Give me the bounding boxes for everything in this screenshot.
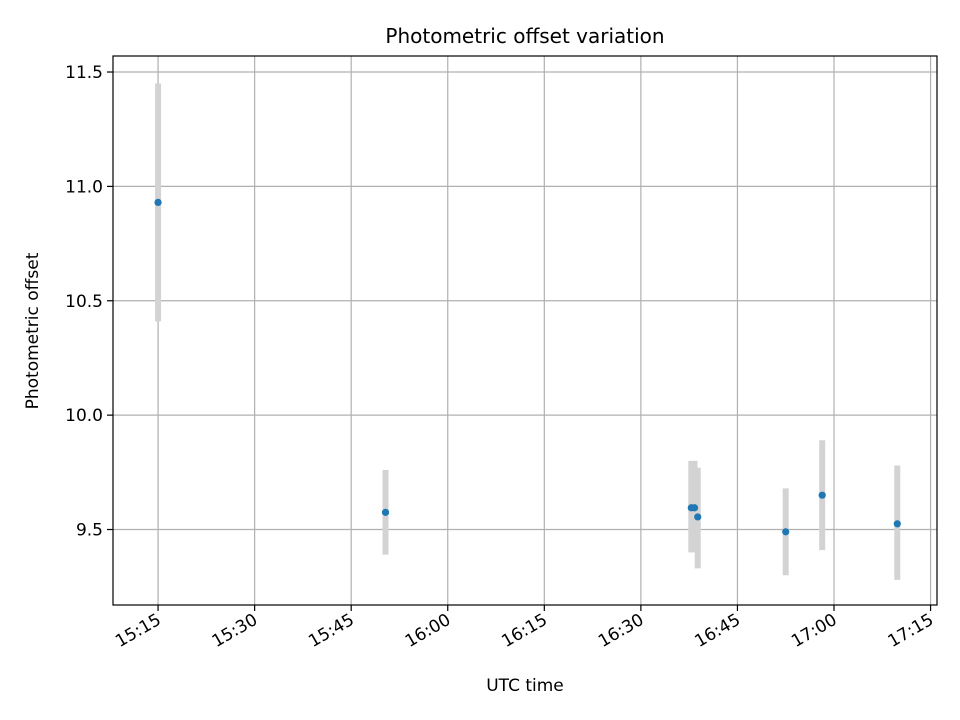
x-tick-label: 16:00	[402, 610, 454, 652]
y-tick-label: 10.5	[65, 292, 103, 312]
x-tick-label: 15:30	[209, 610, 261, 652]
x-axis-title: UTC time	[486, 676, 564, 696]
x-tick-label: 17:15	[885, 610, 937, 652]
data-point	[690, 504, 699, 512]
x-tick-label: 17:00	[788, 610, 840, 652]
data-point	[154, 198, 162, 206]
x-axis-ticks: 15:15 15:30 15:45 16:00 16:15 16:30 16:45 17:00…	[112, 605, 937, 652]
y-axis-ticks: 9.5 10.0 10.5 11.0 11.5	[65, 63, 113, 541]
data-point	[818, 491, 826, 499]
y-tick-label: 11.5	[65, 63, 103, 83]
plot-frame	[112, 55, 938, 606]
errorbars	[155, 83, 901, 580]
data-point	[694, 513, 702, 521]
grid	[113, 56, 937, 605]
data-point	[782, 528, 790, 536]
y-tick-label: 9.5	[76, 521, 103, 541]
y-tick-label: 10.0	[65, 406, 103, 426]
data-point	[893, 520, 901, 528]
x-tick-label: 16:30	[595, 610, 647, 652]
data-points	[154, 198, 901, 536]
x-tick-label: 16:15	[498, 610, 550, 652]
y-tick-label: 11.0	[65, 177, 103, 197]
y-axis-title: Photometric offset	[23, 252, 43, 409]
x-tick-label: 16:45	[692, 610, 744, 652]
x-tick-label: 15:15	[112, 610, 164, 652]
x-tick-label: 15:45	[305, 610, 357, 652]
data-point	[381, 508, 390, 516]
chart-title: Photometric offset variation	[385, 24, 664, 48]
